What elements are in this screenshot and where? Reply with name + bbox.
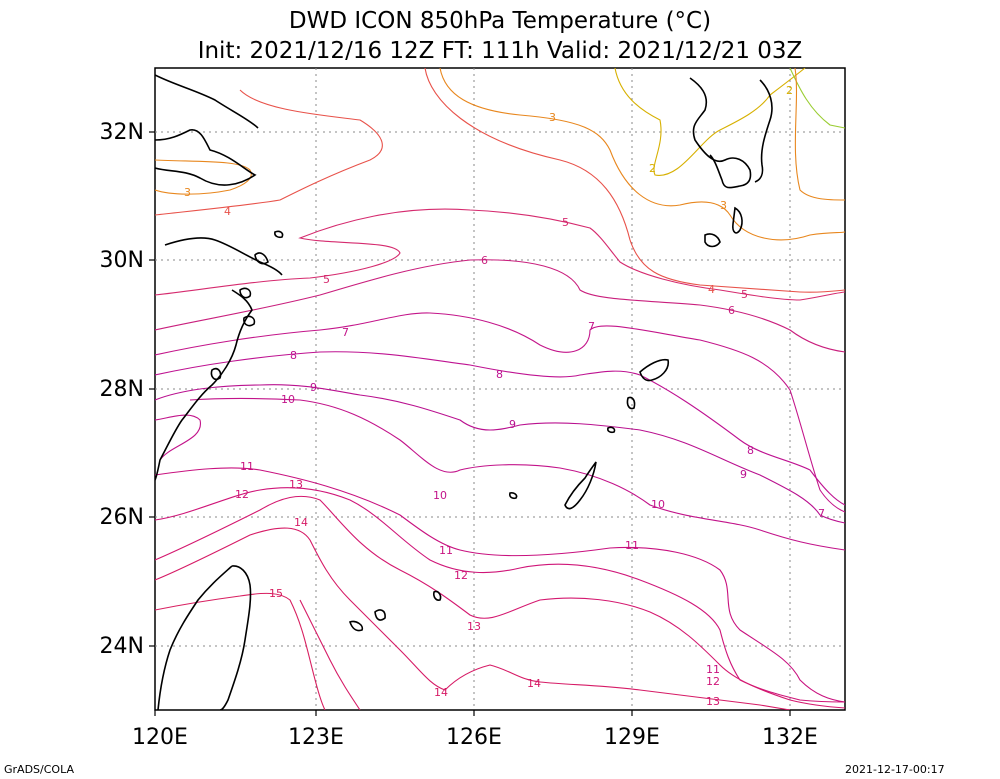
contour-11 [155, 467, 845, 703]
contour-label-3-c: 3 [184, 186, 191, 199]
x-tick-126e: 126E [446, 725, 502, 750]
island-small-3 [509, 492, 518, 500]
y-tick-24n: 24N [99, 634, 144, 659]
island-ishigaki [348, 609, 386, 632]
contour-2 [614, 68, 806, 176]
x-tick-123e: 123E [288, 725, 344, 750]
contour-14 [155, 527, 791, 710]
contour-label-3-a: 3 [549, 111, 556, 124]
contour-label-5-b: 5 [323, 273, 330, 286]
y-tick-28n: 28N [99, 377, 144, 402]
contour-2b [789, 68, 845, 129]
contour-label-12-b: 12 [454, 569, 468, 582]
contour-label-11-d: 11 [706, 663, 720, 676]
coastline-shikoku [754, 79, 773, 183]
contour-label-11-c: 11 [625, 539, 639, 552]
contour-label-8-a: 8 [290, 349, 297, 362]
tick-marks [149, 131, 791, 716]
contour-13 [155, 495, 845, 709]
y-tick-30n: 30N [99, 248, 144, 273]
x-tick-120e: 120E [132, 725, 188, 750]
contour-label-8-b: 8 [496, 368, 503, 381]
gridlines [155, 68, 845, 710]
island-small-4 [433, 590, 442, 601]
contour-label-9-b: 9 [509, 418, 516, 431]
contour-label-10-c: 10 [651, 498, 665, 511]
island-small-2 [607, 426, 616, 434]
contour-3b [794, 68, 845, 201]
coastline-taiwan [157, 565, 252, 710]
contour-label-6-b: 6 [728, 304, 735, 317]
island-yakushima [732, 206, 743, 234]
island-amami [639, 358, 670, 382]
contour-label-6-a: 6 [481, 254, 488, 267]
contour-7 [155, 312, 845, 513]
coastline-zhejiang-islands [210, 287, 256, 381]
contour-label-14-a: 14 [294, 516, 308, 529]
contour-9 [155, 384, 845, 524]
contour-6 [155, 259, 845, 353]
coastline-china-mainland [155, 74, 283, 481]
contour-label-7-a: 7 [342, 326, 349, 339]
contour-12 [155, 487, 845, 703]
contour-label-11-a: 11 [240, 460, 254, 473]
contour-5 [155, 208, 845, 301]
contour-label-7-b: 7 [588, 320, 595, 333]
contour-14b [299, 599, 361, 710]
contour-4 [155, 89, 383, 216]
island-tanegashima [704, 233, 721, 248]
contour-label-11-b: 11 [439, 544, 453, 557]
x-tick-129e: 129E [604, 725, 660, 750]
contour-label-4-a: 4 [224, 205, 231, 218]
contour-label-13-b: 13 [467, 620, 481, 633]
contour-label-8-c: 8 [747, 444, 754, 457]
contour-label-13-c: 13 [706, 695, 720, 708]
contour-label-5-c: 5 [741, 288, 748, 301]
y-tick-26n: 26N [99, 505, 144, 530]
contour-labels: 3 2 3 2 3 4 4 5 5 5 6 6 7 7 7 8 8 8 9 9 … [184, 84, 825, 708]
contour-label-4-b: 4 [708, 283, 715, 296]
contour-3c [155, 159, 252, 195]
contour-label-14-c: 14 [527, 677, 541, 690]
contour-label-10-b: 10 [433, 489, 447, 502]
contour-10 [155, 397, 845, 551]
contour-label-14-b: 14 [434, 686, 448, 699]
contour-label-9-c: 9 [740, 468, 747, 481]
coastline-china-north [155, 129, 257, 186]
x-tick-132e: 132E [762, 725, 818, 750]
contour-label-9-a: 9 [310, 381, 317, 394]
island-zhoushan [254, 230, 284, 265]
contour-label-2-b: 2 [786, 84, 793, 97]
island-small-1 [626, 396, 636, 410]
contour-label-12-a: 12 [235, 488, 249, 501]
contour-label-13-a: 13 [289, 478, 303, 491]
island-okinawa [564, 461, 597, 510]
contour-4b [424, 68, 845, 293]
coastline-kyushu [689, 77, 752, 189]
contour-label-3-b: 3 [720, 199, 727, 212]
footer-grads-cola: GrADS/COLA [4, 763, 74, 776]
contour-label-2-a: 2 [649, 162, 656, 175]
y-tick-32n: 32N [99, 120, 144, 145]
contour-label-7-c: 7 [818, 507, 825, 520]
contour-3 [439, 68, 845, 241]
contour-label-10-a: 10 [281, 393, 295, 406]
contour-8 [155, 351, 845, 506]
map-title: DWD ICON 850hPa Temperature (°C) [288, 8, 712, 34]
contour-label-15-a: 15 [269, 587, 283, 600]
contour-15 [155, 592, 326, 710]
contour-label-12-c: 12 [706, 675, 720, 688]
map-subtitle: Init: 2021/12/16 12Z FT: 111h Valid: 202… [197, 38, 803, 64]
coastlines [155, 74, 773, 710]
footer-timestamp: 2021-12-17-00:17 [845, 763, 945, 776]
contour-label-5-a: 5 [562, 216, 569, 229]
